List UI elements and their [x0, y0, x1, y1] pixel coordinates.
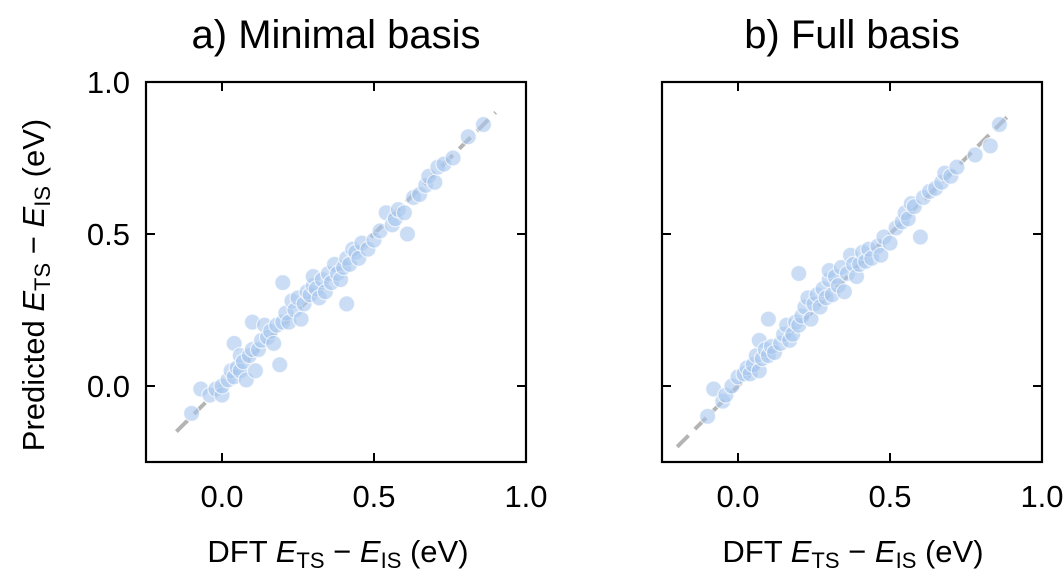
data-point — [246, 362, 265, 380]
data-point — [395, 204, 413, 222]
x-tick-label: 0.5 — [352, 479, 395, 514]
data-point — [981, 137, 999, 155]
x-axis-label-b: DFT ETS − EIS (eV) — [722, 534, 983, 573]
y-tick-label: 1.0 — [87, 65, 130, 100]
x-axis-label-op: − — [840, 534, 875, 569]
x-tick-label: 0.5 — [868, 479, 911, 514]
data-point — [990, 115, 1009, 134]
x-axis-label-e2: E — [875, 534, 896, 569]
data-point — [881, 234, 899, 252]
data-point — [459, 128, 477, 146]
data-point — [474, 115, 493, 134]
x-axis-label-suffix: (eV) — [401, 534, 468, 569]
data-point — [872, 246, 890, 264]
x-axis-label-suffix: (eV) — [916, 534, 983, 569]
x-tick-label: 1.0 — [504, 479, 547, 514]
x-axis-label-op: − — [325, 534, 360, 569]
x-tick-label: 1.0 — [1020, 479, 1063, 514]
panel-title: b) Full basis — [744, 13, 960, 57]
data-point — [265, 334, 283, 353]
y-axis-label-suffix: (eV) — [16, 119, 51, 186]
y-axis-label-e1: E — [16, 291, 51, 312]
data-point — [966, 146, 984, 164]
panel-full-basis: b) Full basis 0.0 0.5 1.0 — [660, 13, 1064, 514]
data-point — [271, 356, 289, 374]
data-point — [835, 283, 854, 301]
x-tick-label: 0.0 — [200, 479, 243, 514]
x-axis-label-prefix: DFT — [722, 534, 790, 569]
x-tick-label: 0.0 — [716, 479, 759, 514]
data-point — [292, 310, 310, 328]
x-axis-label-a: DFT ETS − EIS (eV) — [207, 534, 468, 573]
x-axis-label-prefix: DFT — [207, 534, 275, 569]
data-point — [338, 295, 356, 313]
y-tick-label: 0.5 — [87, 217, 130, 252]
data-point — [911, 228, 930, 246]
panel-title: a) Minimal basis — [192, 13, 481, 57]
x-axis-label-sub2: IS — [896, 548, 917, 573]
x-axis-label-sub1: TS — [811, 548, 839, 573]
y-axis-label-prefix: Predicted — [16, 312, 51, 452]
x-axis-label-e1: E — [791, 534, 812, 569]
plot-frame — [660, 80, 1044, 464]
x-axis-label-sub2: IS — [381, 548, 402, 573]
data-point — [698, 407, 717, 425]
data-point — [759, 310, 778, 328]
x-axis-label-e2: E — [360, 534, 381, 569]
y-axis-label-e2: E — [16, 206, 51, 227]
x-axis-label-e1: E — [276, 534, 297, 569]
data-point — [444, 149, 462, 167]
y-tick-label: 0.0 — [87, 369, 130, 404]
data-point — [398, 225, 417, 243]
y-axis-label-sub1: TS — [30, 263, 55, 291]
data-point — [948, 158, 966, 176]
y-axis-label: Predicted ETS − EIS (eV) — [16, 119, 55, 451]
y-axis-label-sub2: IS — [30, 186, 55, 207]
data-point — [426, 173, 444, 191]
panel-minimal-basis: a) Minimal basis 0.0 0.0 0.5 0.5 1.0 1.0 — [87, 13, 548, 514]
data-point — [183, 404, 201, 422]
x-axis-label-sub1: TS — [296, 548, 324, 573]
plot-frame — [144, 80, 528, 464]
data-point — [274, 274, 292, 292]
y-axis-label-op: − — [16, 227, 51, 262]
data-point — [790, 264, 808, 283]
